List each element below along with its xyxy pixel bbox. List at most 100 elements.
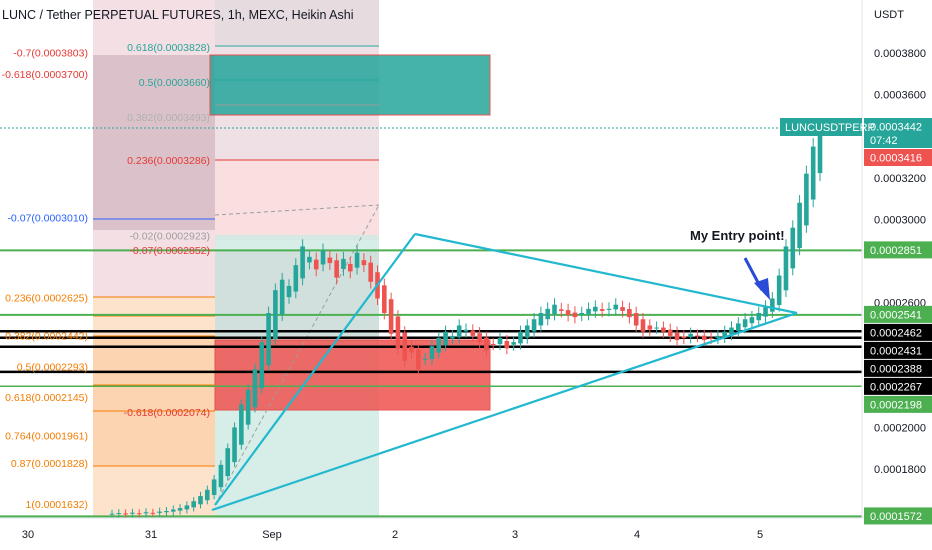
candle-body bbox=[456, 325, 462, 338]
fib-label: -0.07(0.0003010) bbox=[7, 212, 88, 224]
candle-body bbox=[722, 331, 727, 337]
fib-label: 0.764(0.0001961) bbox=[5, 431, 88, 443]
fib-label: 0.618(0.0003828) bbox=[127, 42, 210, 54]
candle-body bbox=[164, 511, 169, 513]
candle-body bbox=[559, 309, 564, 311]
candle-body bbox=[279, 279, 285, 315]
candle-body bbox=[715, 335, 721, 338]
candle-body bbox=[211, 479, 217, 495]
fib-label: 0.618(0.0002145) bbox=[5, 392, 88, 404]
candle-body bbox=[477, 333, 482, 343]
price-tag-value: 0.0002388 bbox=[870, 363, 922, 375]
price-tag bbox=[864, 241, 932, 259]
date-tick-label: 2 bbox=[392, 529, 398, 541]
price-tick-label: 0.0001800 bbox=[874, 464, 926, 476]
candle-body bbox=[518, 331, 523, 344]
candle-body bbox=[810, 146, 816, 200]
candle-body bbox=[150, 512, 156, 514]
candle-body bbox=[511, 342, 516, 345]
candle-body bbox=[633, 313, 639, 326]
candle-body bbox=[470, 330, 476, 336]
candle-body bbox=[640, 319, 646, 332]
price-tag-value: 0.0002851 bbox=[870, 245, 922, 257]
candle-body bbox=[177, 508, 183, 511]
candle-body bbox=[327, 257, 333, 264]
candle-body bbox=[742, 319, 748, 328]
candle-body bbox=[143, 512, 149, 514]
candle-body bbox=[123, 513, 128, 515]
candle-body bbox=[395, 316, 401, 349]
price-tick-label: 0.0002000 bbox=[874, 422, 926, 434]
candle-body bbox=[531, 319, 537, 332]
price-tick-label: 0.0003200 bbox=[874, 173, 926, 185]
price-tick-label: 0.0003600 bbox=[874, 90, 926, 102]
fib-label: 0.382(0.0003493) bbox=[127, 112, 210, 124]
candle-body bbox=[334, 260, 339, 278]
price-tag bbox=[864, 149, 932, 166]
candle-body bbox=[538, 313, 544, 326]
date-axis: 30 31 Sep 2 3 4 5 bbox=[0, 517, 932, 550]
candle-body bbox=[783, 246, 789, 291]
price-tag-value: 0.0002462 bbox=[870, 327, 922, 339]
candle-body bbox=[368, 262, 373, 282]
candle-body bbox=[116, 513, 122, 515]
candle-body bbox=[599, 309, 605, 311]
fib-label: 0.236(0.0002625) bbox=[5, 292, 88, 304]
trendline-lower bbox=[211, 311, 798, 512]
candle-body bbox=[273, 290, 278, 340]
candle-body bbox=[361, 260, 367, 266]
candle-body bbox=[545, 308, 550, 320]
price-tag-value: 0.0001572 bbox=[870, 511, 922, 523]
date-tick-label: 30 bbox=[22, 529, 34, 541]
candles bbox=[109, 119, 823, 519]
candle-body bbox=[490, 344, 496, 346]
candle-body bbox=[736, 323, 741, 331]
fib-label: 0.5(0.0003660) bbox=[139, 77, 210, 89]
entry-annotation: My Entry point! bbox=[690, 228, 785, 243]
candle-body bbox=[136, 513, 142, 515]
candle-body bbox=[661, 327, 666, 332]
candle-body bbox=[552, 304, 557, 315]
candle-body bbox=[627, 308, 632, 318]
candle-body bbox=[245, 389, 251, 425]
candle-body bbox=[205, 489, 210, 501]
candle-body bbox=[307, 256, 312, 263]
fib-zone-gray bbox=[93, 55, 215, 230]
price-tag bbox=[864, 359, 932, 377]
candle-body bbox=[259, 342, 265, 389]
candle-body bbox=[797, 202, 802, 249]
date-tick-label: 5 bbox=[757, 529, 763, 541]
candle-body bbox=[239, 404, 244, 445]
candle-body bbox=[463, 329, 469, 332]
candle-body bbox=[572, 312, 578, 318]
price-tag bbox=[864, 377, 932, 395]
candle-body bbox=[429, 346, 435, 360]
price-tag-value: 0.0003442 bbox=[870, 122, 922, 134]
fib-label: 0.87(0.0001828) bbox=[11, 458, 88, 470]
candle-body bbox=[450, 335, 455, 339]
candle-body bbox=[620, 307, 625, 311]
candle-body bbox=[252, 369, 258, 408]
date-tick-label: Sep bbox=[262, 529, 282, 541]
candle-body bbox=[708, 337, 714, 339]
symbol-tag: LUNCUSDTPERP bbox=[780, 118, 875, 136]
candle-body bbox=[436, 337, 442, 353]
candle-body bbox=[749, 317, 755, 324]
candle-body bbox=[225, 448, 231, 477]
candle-body bbox=[293, 265, 299, 292]
candle-body bbox=[300, 246, 305, 279]
candle-body bbox=[804, 173, 809, 226]
candle-body bbox=[606, 308, 612, 310]
candle-body bbox=[504, 341, 510, 349]
candle-body bbox=[613, 304, 619, 310]
fib-label: 0.382(0.0002442) bbox=[5, 330, 88, 342]
candle-body bbox=[341, 258, 346, 269]
candle-body bbox=[688, 333, 693, 338]
price-tag-value: 0.0002431 bbox=[870, 345, 922, 357]
candle-body bbox=[776, 275, 782, 306]
trendline-upper bbox=[414, 232, 798, 315]
candle-body bbox=[763, 306, 768, 317]
trendlines bbox=[211, 232, 798, 512]
candle-body bbox=[402, 332, 408, 361]
